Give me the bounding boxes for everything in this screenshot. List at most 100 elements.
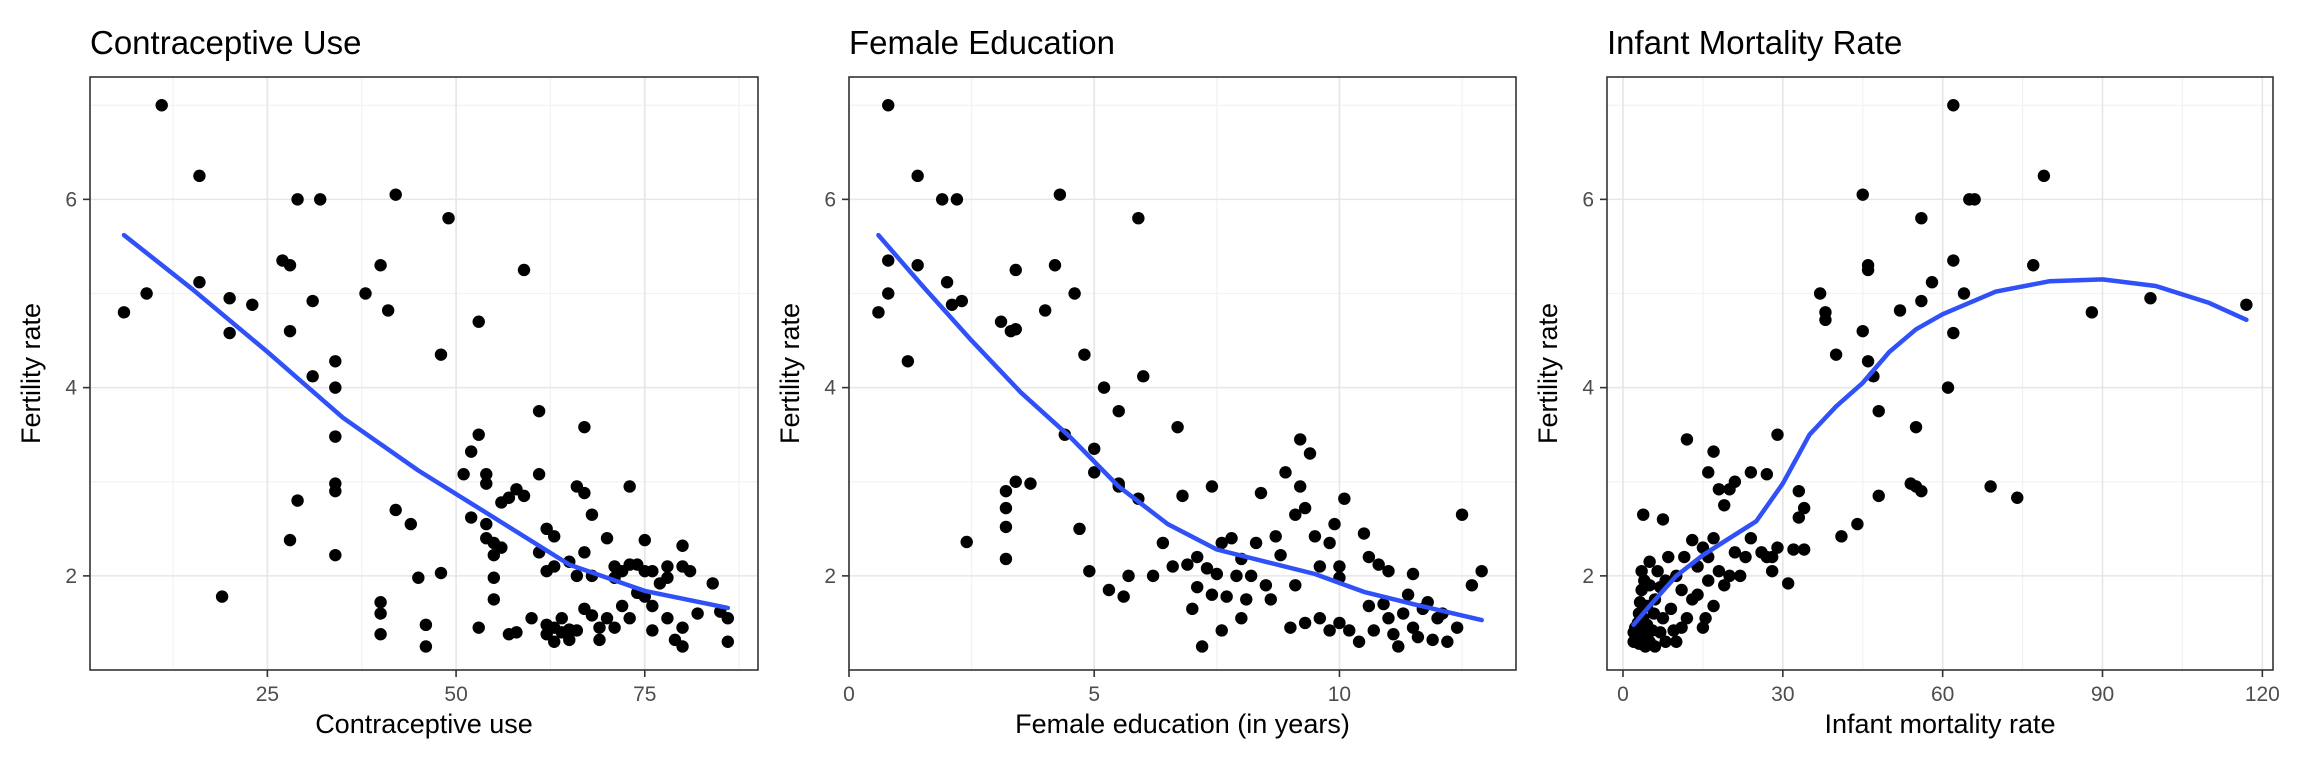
data-point	[676, 539, 689, 552]
data-point	[1088, 466, 1101, 479]
data-point	[472, 428, 485, 441]
data-point	[1352, 635, 1366, 648]
data-point	[480, 517, 493, 531]
data-point	[1244, 569, 1258, 583]
data-point	[442, 211, 455, 225]
data-point	[540, 522, 553, 536]
data-point	[578, 486, 591, 500]
data-point	[578, 546, 591, 559]
data-point	[570, 569, 584, 583]
data-point	[1191, 550, 1204, 564]
data-point	[999, 501, 1013, 515]
data-point	[1915, 211, 1928, 225]
data-point	[1225, 532, 1238, 545]
data-point	[1362, 550, 1376, 564]
data-point	[412, 571, 425, 584]
y-axis-label: Fertility rate	[775, 303, 805, 444]
data-point	[1691, 588, 1704, 601]
data-point	[1088, 442, 1101, 456]
x-tick-label: 120	[2245, 683, 2280, 706]
data-point	[593, 621, 606, 634]
y-tick-label: 4	[824, 377, 836, 400]
data-point	[1171, 420, 1184, 434]
data-point	[1215, 624, 1228, 637]
panel-border	[848, 76, 1517, 671]
data-point	[1191, 580, 1204, 594]
data-point	[1392, 640, 1405, 653]
data-point	[532, 404, 546, 418]
data-point	[1670, 635, 1683, 648]
y-axis-label: Fertility rate	[1533, 303, 1563, 444]
data-point	[1195, 640, 1209, 653]
data-point	[1675, 621, 1688, 634]
data-point	[223, 326, 236, 340]
data-point	[1941, 381, 1955, 394]
data-point	[1377, 597, 1390, 611]
data-point	[623, 480, 636, 493]
data-point	[1367, 624, 1380, 637]
data-point	[615, 599, 629, 613]
data-point	[1308, 530, 1322, 543]
data-point	[1249, 536, 1263, 550]
data-point	[608, 621, 621, 634]
data-point	[1038, 304, 1052, 317]
data-point	[1181, 558, 1194, 571]
data-point	[1744, 466, 1758, 479]
data-point	[1298, 501, 1312, 515]
data-point	[1699, 612, 1712, 625]
data-point	[2144, 291, 2157, 305]
data-point	[1856, 324, 1869, 338]
x-tick-label: 10	[1328, 683, 1351, 706]
data-point	[306, 370, 319, 383]
data-point	[1643, 579, 1656, 592]
data-point	[548, 635, 561, 648]
data-point	[1186, 602, 1199, 616]
data-point	[1765, 564, 1779, 578]
data-point	[661, 560, 674, 573]
data-point	[1635, 564, 1648, 578]
data-point	[1739, 550, 1752, 564]
data-point	[2037, 169, 2051, 183]
data-point	[193, 275, 206, 289]
data-point	[359, 287, 372, 300]
data-point	[548, 530, 561, 543]
data-point	[1294, 433, 1307, 446]
data-point	[1200, 562, 1214, 575]
data-point	[1205, 588, 1219, 601]
data-point	[329, 430, 342, 443]
data-point	[1702, 466, 1715, 479]
data-point	[487, 548, 501, 562]
panel-border	[89, 76, 759, 671]
data-point	[1675, 583, 1688, 597]
data-point	[1235, 612, 1248, 625]
data-point	[600, 612, 614, 625]
x-tick-label: 0	[843, 683, 855, 706]
data-point	[1289, 508, 1302, 521]
y-tick-label: 2	[1582, 565, 1594, 588]
data-point	[246, 298, 259, 311]
data-point	[1712, 564, 1726, 578]
data-point	[1728, 475, 1742, 488]
data-point	[1744, 532, 1758, 545]
data-point	[1215, 536, 1228, 550]
data-point	[999, 484, 1013, 498]
data-point	[555, 612, 568, 625]
data-point	[1176, 489, 1189, 503]
data-point	[1406, 567, 1420, 581]
data-point	[593, 633, 606, 647]
data-point	[1298, 616, 1312, 630]
data-point	[1053, 188, 1067, 201]
data-point	[1362, 599, 1376, 613]
data-point	[1861, 259, 1875, 272]
data-point	[495, 541, 508, 554]
data-point	[419, 618, 433, 632]
data-point	[1872, 404, 1885, 418]
data-point	[1132, 211, 1145, 225]
data-point	[1968, 193, 1981, 206]
data-point	[2085, 306, 2099, 319]
data-point	[464, 445, 478, 458]
x-tick-label: 25	[256, 683, 279, 706]
data-point	[638, 533, 651, 547]
data-point	[1294, 480, 1307, 493]
